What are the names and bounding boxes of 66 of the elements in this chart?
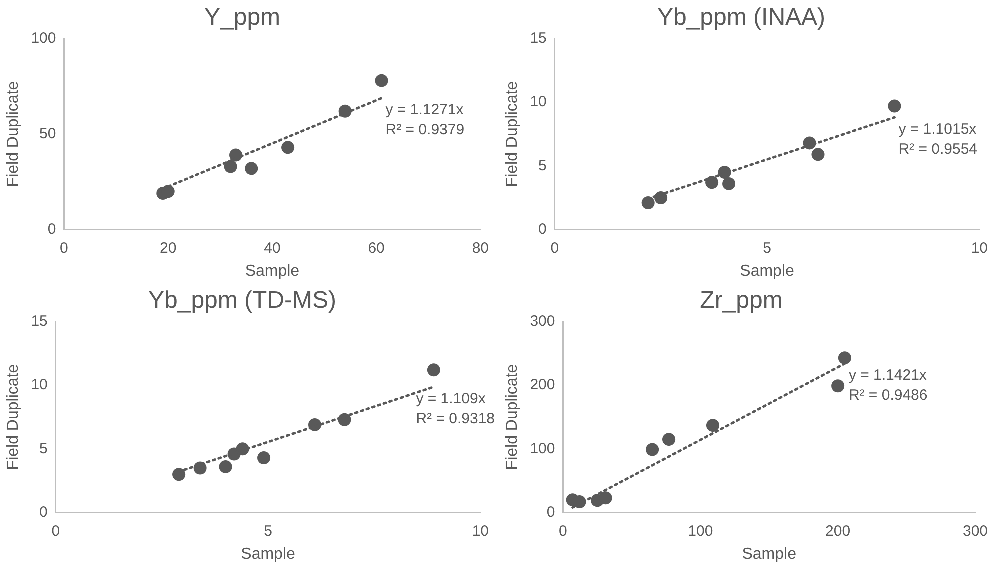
point — [832, 380, 845, 393]
y-axis-title: Field Duplicate — [504, 81, 522, 188]
x-tick-label: 300 — [962, 522, 988, 540]
annotation: y = 1.109x — [416, 390, 486, 408]
y-tick-label: 100 — [530, 440, 556, 458]
point — [258, 452, 271, 465]
x-tick-label: 5 — [763, 240, 772, 257]
y-tick-label: 5 — [40, 440, 48, 458]
y-tick-label: 15 — [530, 30, 547, 47]
y-tick-label: 0 — [538, 220, 547, 238]
x-tick-label: 10 — [472, 522, 489, 540]
point — [427, 364, 440, 377]
point — [888, 100, 902, 113]
x-tick-label: 80 — [472, 240, 489, 257]
point — [812, 148, 825, 162]
point — [838, 352, 852, 365]
point — [219, 460, 232, 474]
annotation: R² = 0.9318 — [416, 410, 496, 428]
chart-title: Zr_ppm — [700, 287, 783, 314]
y-tick-label: 0 — [546, 504, 556, 521]
point — [224, 160, 238, 174]
point — [245, 162, 258, 176]
y-tick-label: 100 — [31, 30, 56, 47]
x-tick-label: 10 — [971, 240, 988, 257]
x-tick-label: 100 — [688, 522, 714, 540]
point — [599, 492, 612, 505]
annotation: y = 1.1271x — [386, 102, 464, 119]
x-tick-label: 60 — [368, 240, 385, 257]
x-axis-title: Sample — [245, 262, 300, 280]
point — [282, 141, 295, 154]
y-tick-label: 50 — [40, 125, 56, 142]
x-tick-label: 0 — [559, 522, 568, 540]
x-tick-label: 200 — [826, 522, 851, 540]
annotation: R² = 0.9379 — [386, 122, 465, 139]
chart-title: Yb_ppm (INAA) — [657, 4, 826, 32]
point — [642, 196, 655, 210]
x-tick-label: 40 — [264, 240, 281, 257]
point — [375, 74, 388, 88]
x-tick-label: 20 — [160, 240, 177, 257]
x-tick-label: 0 — [60, 240, 68, 257]
chart-title: Y_ppm — [204, 4, 281, 32]
annotation: y = 1.1421x — [848, 366, 928, 384]
y-axis-title: Field Duplicate — [504, 364, 522, 470]
y-tick-label: 0 — [40, 504, 48, 521]
y-tick-label: 10 — [530, 94, 547, 111]
chart-title: Yb_ppm (TD-MS) — [148, 287, 337, 314]
annotation: y = 1.1015x — [898, 120, 978, 138]
y-tick-label: 300 — [530, 312, 556, 330]
x-axis-title: Sample — [740, 262, 794, 280]
point — [722, 177, 736, 190]
annotation: R² = 0.9486 — [848, 386, 928, 404]
point — [172, 468, 186, 482]
y-tick-label: 200 — [530, 376, 556, 394]
point — [662, 433, 676, 446]
y-tick-label: 5 — [538, 157, 547, 174]
y-axis-title: Field Duplicate — [5, 81, 22, 188]
y-tick-label: 10 — [31, 376, 48, 394]
y-tick-label: 0 — [48, 220, 56, 238]
annotation: R² = 0.9554 — [898, 140, 978, 158]
point — [706, 419, 720, 432]
y-axis-title: Field Duplicate — [5, 364, 22, 470]
point — [646, 443, 660, 456]
x-tick-label: 5 — [264, 522, 272, 540]
x-axis-title: Sample — [742, 546, 797, 563]
y-tick-label: 15 — [31, 312, 48, 330]
x-axis-title: Sample — [241, 546, 296, 563]
